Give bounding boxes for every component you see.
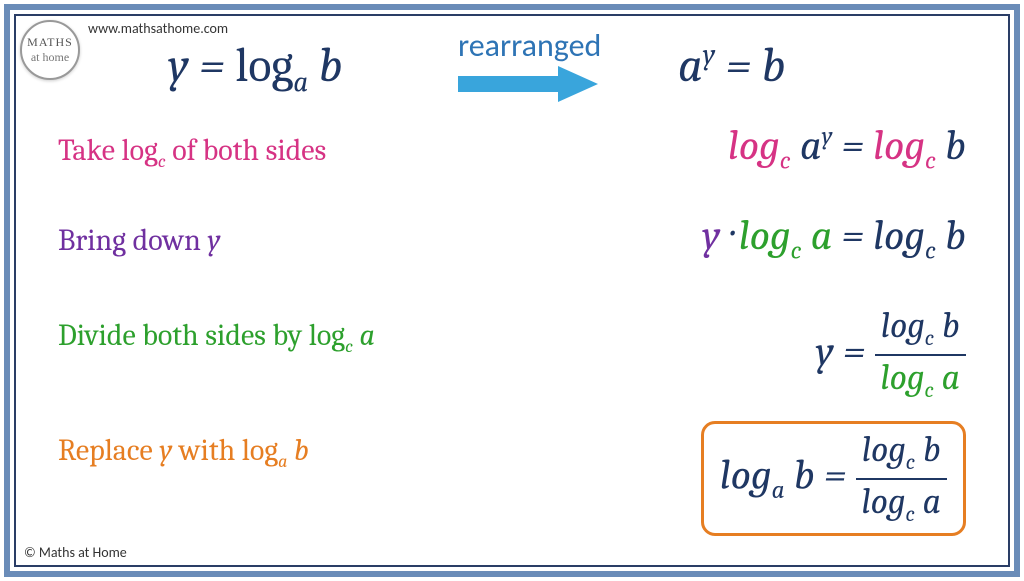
arrow-label: rearranged — [458, 26, 601, 65]
step-equation-4: loga b = logc blogc a — [701, 421, 966, 536]
copyright: © Maths at Home — [24, 544, 127, 561]
step-label-1: Take logc of both sides — [58, 133, 326, 172]
step-equation-2: y · logc a = logc b — [702, 211, 966, 265]
equation-original: y = loga b — [168, 38, 343, 100]
step-equation-3: y = logc blogc a — [816, 306, 966, 403]
equation-rearranged: ay = b — [678, 38, 786, 93]
step-label-4: Replace y with loga b — [58, 433, 309, 472]
arrow-icon — [458, 66, 598, 102]
step-label-2: Bring down y — [58, 223, 220, 258]
step-label-3: Divide both sides by logc a — [58, 318, 375, 357]
site-url: www.mathsathome.com — [88, 20, 228, 37]
logo-line2: at home — [31, 50, 69, 65]
content-area: MATHS at home www.mathsathome.com y = lo… — [18, 18, 1006, 563]
site-logo: MATHS at home — [20, 20, 82, 82]
step-equation-1: logc ay = logc b — [728, 121, 966, 175]
logo-line1: MATHS — [27, 35, 73, 50]
